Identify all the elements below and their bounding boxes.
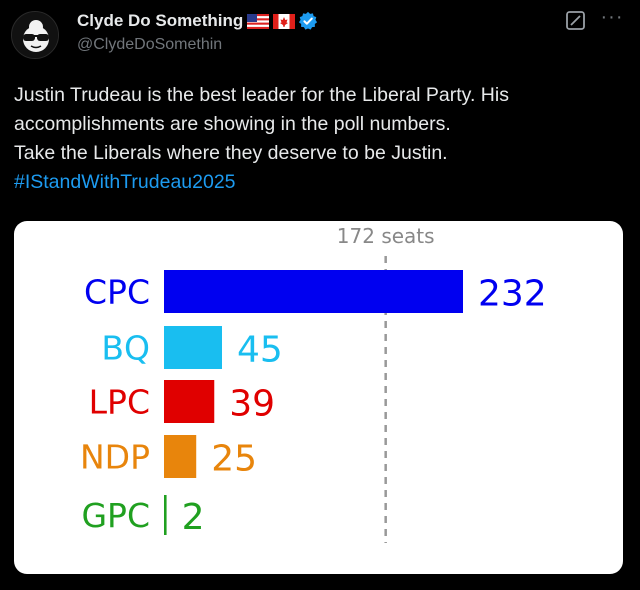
post-text: Justin Trudeau is the best leader for th… <box>14 81 624 197</box>
bar-gpc <box>164 495 167 535</box>
post-header: Clyde Do Something @ClydeDoSomethin <box>77 8 318 54</box>
bar-lpc <box>164 380 215 423</box>
category-label: BQ <box>101 329 150 368</box>
bar-ndp <box>164 435 197 478</box>
data-label: 232 <box>478 274 547 315</box>
seat-projection-chart: 172 seats CPC 232 BQ 45 LPC 39 NDP 25 GPC 2 <box>80 224 547 543</box>
grok-icon[interactable] <box>566 11 585 30</box>
category-label: LPC <box>89 383 150 422</box>
verified-badge-icon <box>299 11 318 30</box>
display-name[interactable]: Clyde Do Something <box>77 11 244 30</box>
avatar[interactable] <box>11 11 59 59</box>
hashtag-link[interactable]: #IStandWithTrudeau2025 <box>14 171 236 193</box>
post-text-line: Justin Trudeau is the best leader for th… <box>14 84 509 106</box>
category-label: CPC <box>84 273 150 312</box>
data-label: 2 <box>182 497 205 538</box>
avatar-face-icon <box>12 12 58 58</box>
more-options-icon[interactable]: ··· <box>600 6 624 28</box>
data-label: 25 <box>211 439 257 480</box>
post-image[interactable]: 172 seats CPC 232 BQ 45 LPC 39 NDP 25 GPC 2 <box>14 221 623 574</box>
bar-bq <box>164 326 222 369</box>
us-flag-icon <box>247 13 270 29</box>
data-label: 39 <box>229 384 275 425</box>
name-row: Clyde Do Something <box>77 8 318 34</box>
category-label: GPC <box>81 496 150 535</box>
bar-cpc <box>164 270 463 313</box>
post-text-line: Take the Liberals where they deserve to … <box>14 142 448 164</box>
data-label: 45 <box>237 330 283 371</box>
majority-line-label: 172 seats <box>337 224 435 248</box>
post-text-line: accomplishments are showing in the poll … <box>14 113 451 135</box>
handle[interactable]: @ClydeDoSomethin <box>77 36 223 53</box>
category-label: NDP <box>80 438 150 477</box>
canada-flag-icon <box>273 13 296 29</box>
